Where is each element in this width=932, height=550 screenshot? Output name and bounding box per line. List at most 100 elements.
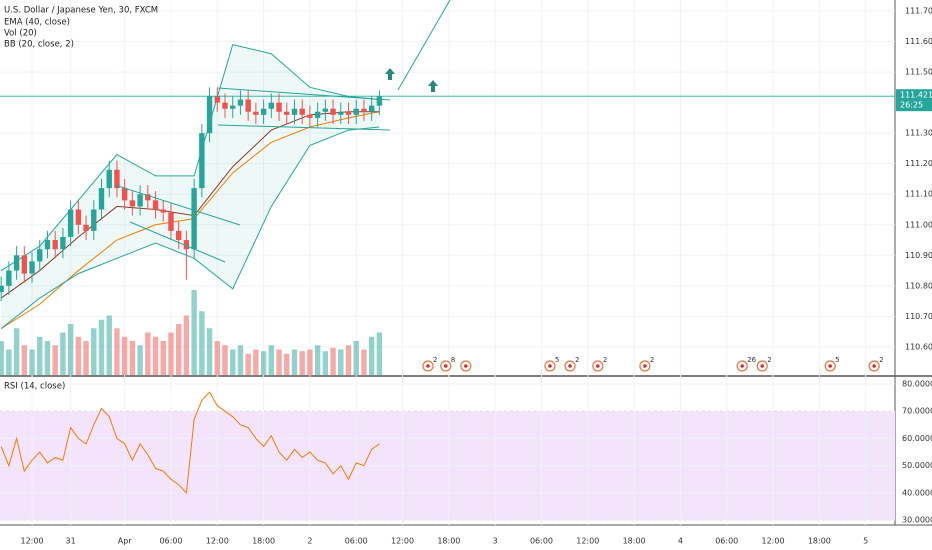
candle-body — [0, 285, 4, 292]
volume-bar — [260, 351, 267, 375]
price-tick-label: 110.700 — [905, 312, 932, 321]
candle-body — [237, 99, 244, 106]
trend-line — [114, 184, 241, 226]
candle-body — [361, 108, 367, 112]
time-tick-label: 18:00 — [437, 537, 460, 546]
volume-bar — [29, 349, 35, 375]
volume-bar — [206, 328, 213, 375]
volume-bar — [368, 336, 375, 375]
candle-body — [338, 111, 344, 115]
candle-body — [106, 169, 112, 189]
candle-body — [345, 111, 352, 115]
volume-bar — [152, 336, 159, 375]
candle-body — [284, 111, 290, 115]
candle-body — [322, 108, 329, 112]
volume-bar — [121, 336, 128, 375]
candle-body — [83, 224, 89, 231]
price-tick-label: 111.700 — [905, 6, 932, 15]
trend-line — [217, 87, 391, 101]
volume-bar — [199, 311, 205, 375]
rsi-tick-label: 50.0000 — [902, 461, 932, 470]
time-tick-label: 12:00 — [206, 537, 229, 546]
time-tick-label: 18:00 — [252, 537, 275, 546]
price-tag — [896, 89, 932, 112]
plot — [0, 0, 895, 525]
event-dot — [643, 364, 647, 368]
volume-bar — [160, 341, 166, 375]
indicator-line — [0, 43, 380, 271]
indicator-label: Vol (20) — [4, 29, 37, 39]
volume-bar — [307, 349, 313, 375]
volume-bar — [284, 353, 290, 375]
candle-body — [253, 111, 259, 115]
volume-bar — [21, 345, 28, 375]
volume-bar — [137, 345, 143, 375]
volume-bar — [60, 332, 66, 375]
price-tick-label: 111.000 — [905, 220, 932, 229]
event-count: 5 — [835, 356, 839, 364]
candle-body — [222, 102, 228, 109]
indicator-label: BB (20, close, 2) — [4, 40, 74, 50]
projection-line — [397, 0, 451, 91]
event-dot — [426, 364, 430, 368]
time-tick-label: 5 — [863, 537, 868, 546]
volume-bar — [44, 341, 51, 375]
volume-bar — [314, 345, 321, 375]
time-tick-label: 3 — [493, 537, 498, 546]
volume-bar — [299, 351, 305, 375]
candle-body — [314, 111, 321, 118]
candle-body — [160, 209, 166, 213]
volume-bar — [67, 324, 74, 375]
volume-bar — [13, 328, 20, 375]
candle-body — [129, 200, 136, 207]
candle-body — [191, 188, 197, 250]
arrow-up — [428, 80, 438, 92]
candle-body — [114, 169, 120, 189]
volume-bar — [98, 319, 105, 375]
candle-body — [29, 261, 35, 274]
volume-bar — [222, 345, 228, 375]
event-dot — [872, 364, 876, 368]
volume-bar — [253, 349, 259, 375]
price-tick-label: 111.500 — [905, 68, 932, 77]
rsi-tick-label: 40.0000 — [902, 488, 932, 497]
event-dot — [464, 364, 468, 368]
volume-bar — [145, 332, 151, 375]
time-tick-label: 12:00 — [576, 537, 599, 546]
volume-bar — [345, 345, 352, 375]
volume-bar — [75, 336, 82, 375]
price-tick-label: 111.600 — [905, 37, 932, 46]
indicator-line — [0, 126, 380, 329]
event-count: 8 — [451, 356, 455, 364]
candle-body — [21, 255, 28, 274]
volume-bar — [245, 353, 251, 375]
time-tick-label: 31 — [66, 537, 76, 546]
drawings — [114, 0, 451, 263]
volume-bar — [214, 341, 220, 375]
symbol-title: U.S. Dollar / Japanese Yen, 30, FXCM — [4, 6, 158, 16]
event-count: 2 — [603, 356, 607, 364]
time-tick-label: 12:00 — [21, 537, 44, 546]
price-tag-value: 111.421 — [900, 91, 932, 100]
trend-line — [129, 221, 226, 263]
candle-body — [307, 114, 313, 118]
candle-body — [368, 105, 375, 112]
price-tag-countdown: 26:25 — [900, 101, 923, 110]
candle-body — [121, 188, 128, 201]
volume-bar — [6, 349, 12, 375]
time-tick-label: 12:00 — [391, 537, 414, 546]
candle-body — [52, 240, 58, 250]
time-tick-label: 12:00 — [762, 537, 785, 546]
bb-fill — [1, 44, 380, 329]
candle-body — [291, 108, 298, 115]
volume-bar — [106, 315, 112, 375]
candle-body — [268, 102, 275, 109]
price-tick-label: 110.900 — [905, 251, 932, 260]
volume-bar — [191, 290, 197, 375]
volume-bar — [361, 349, 367, 375]
volume-bar — [175, 324, 182, 375]
candle-body — [183, 240, 190, 250]
price-tick-label: 111.200 — [905, 159, 932, 168]
candle-body — [199, 133, 205, 189]
candle-body — [353, 108, 359, 115]
